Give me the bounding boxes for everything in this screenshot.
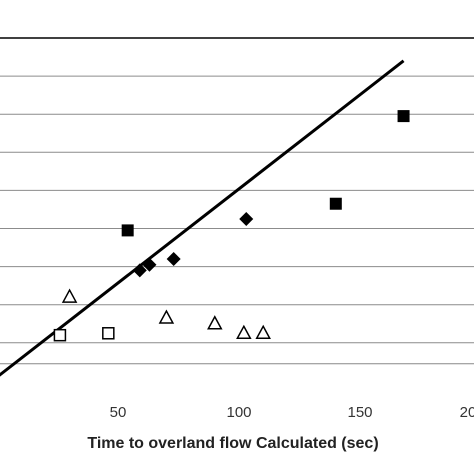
point-open-triangle [236,324,252,340]
x-tick-label: 150 [347,404,372,421]
point-filled-diamond [166,251,181,266]
point-open-triangle [207,315,223,330]
x-tick-label: 20 [460,404,474,421]
point-open-triangle [255,324,271,340]
point-filled-diamond [239,211,254,226]
data-points [53,110,410,342]
x-tick-label: 100 [226,404,251,421]
point-open-square [53,328,67,342]
point-open-triangle [61,288,78,303]
trend-line [0,59,405,377]
point-open-square [102,327,115,340]
x-axis-title: Time to overland flow Calculated (sec) [87,435,378,452]
point-filled-diamond [142,257,157,272]
point-open-triangle [158,309,175,324]
point-filled-square [397,110,410,123]
x-tick-label: 50 [110,404,127,421]
point-filled-diamond [132,263,147,278]
point-filled-square [121,224,134,237]
point-filled-square [329,197,342,210]
x-tick-labels: 50 100 150 20 [110,404,474,421]
